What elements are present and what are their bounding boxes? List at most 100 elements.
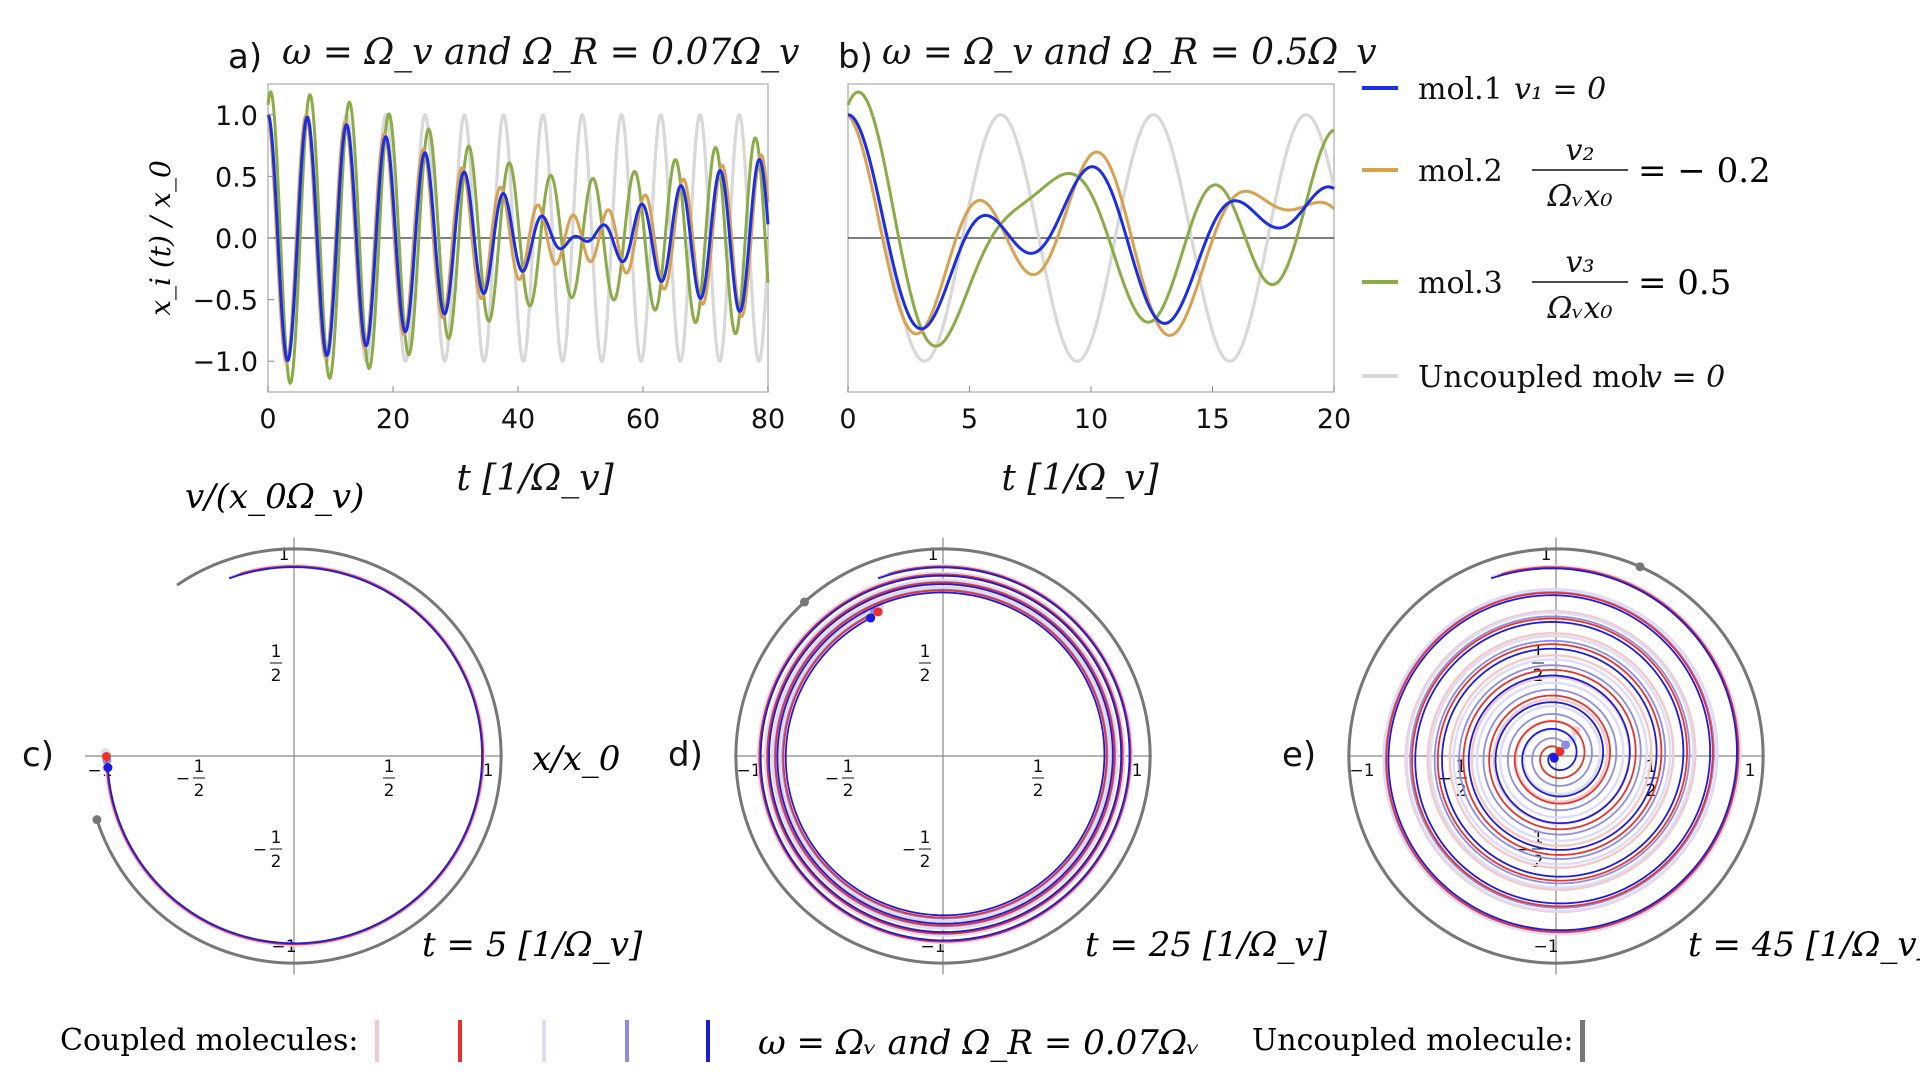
legend-frac-den-mol2: Ωᵥx₀: [1547, 179, 1613, 214]
legend-label-mol3: mol.3: [1418, 266, 1503, 301]
coupled-trajectory-blue_light: [104, 563, 486, 947]
panel-c-time-label: t = 5 [1/Ω_v]: [422, 925, 643, 965]
coupled-trajectory-blue_strong: [759, 566, 1131, 942]
polar-tick-xminushalf-num: 1: [194, 757, 205, 777]
panel-c: c) v/(x_0Ω_v) x/x_0 t = 5 [1/Ω_v] 1−11−1…: [22, 477, 643, 975]
y-tick-label: −1.0: [192, 347, 258, 378]
coupled-trajectory-red_strong: [105, 565, 484, 946]
coupled-trajectory-blue_mid: [105, 565, 484, 945]
polar-tick-xminushalf-den: 2: [1456, 781, 1467, 801]
polar-tick-x1: 1: [1132, 761, 1143, 781]
panel-b-xticks: 0 5 10 15 20: [839, 386, 1351, 435]
panel-b: b) ω = Ω_v and Ω_R = 0.5Ω_v 0 5 10 15 20 t […: [838, 32, 1377, 499]
polar-tick-xhalf-den: 2: [1033, 781, 1044, 801]
polar-tick-xminus1: −1: [736, 761, 761, 781]
uncoupled-trajectory-endpoint: [799, 597, 809, 607]
coupled-trajectory-blue_mid-endpoint: [1561, 740, 1571, 750]
legend-math-mol1: v₁ = 0: [1514, 72, 1606, 107]
series-line-mol2: [846, 113, 1336, 337]
panel-c-xaxis-label: x/x_0: [532, 739, 620, 779]
polar-tick-yminus1: −1: [271, 937, 296, 957]
coupled-trajectory-blue_strong-endpoint: [1549, 753, 1559, 763]
legend-label-uncoupled: Uncoupled mol.: [1418, 360, 1658, 395]
bottom-legend-uncoupled-label: Uncoupled molecule:: [1252, 1023, 1574, 1058]
polar-tick-yhalf-num: 1: [271, 642, 282, 662]
x-tick-label: 15: [1195, 404, 1229, 435]
legend-rhs-mol3: = 0.5: [1638, 263, 1731, 303]
polar-tick-yminushalf-num: 1: [920, 828, 931, 848]
coupled-trajectory-blue_strong: [1387, 567, 1738, 932]
bottom-legend-condition: ω = Ωᵥ and Ω_R = 0.07Ωᵥ: [758, 1023, 1200, 1063]
x-tick-label: 80: [751, 404, 785, 435]
x-tick-label: 20: [1317, 404, 1351, 435]
polar-tick-xminushalf-sign: −: [1438, 769, 1452, 789]
legend-label-mol1: mol.1: [1418, 72, 1503, 107]
polar-tick-yhalf-num: 1: [1533, 642, 1544, 662]
polar-tick-xminushalf-sign: −: [176, 769, 190, 789]
coupled-swatch-blue_light: [542, 1020, 546, 1062]
x-tick-label: 10: [1074, 404, 1108, 435]
bottom-legend-coupled-label: Coupled molecules:: [60, 1023, 358, 1058]
polar-tick-x1: 1: [1745, 761, 1756, 781]
polar-tick-y1: 1: [1541, 545, 1552, 565]
uncoupled-trajectory: [1347, 547, 1765, 965]
panel-b-title: ω = Ω_v and Ω_R = 0.5Ω_v: [882, 32, 1377, 73]
panel-d-label: d): [668, 735, 703, 775]
coupled-trajectory-blue_mid: [1384, 566, 1740, 934]
panel-c-yaxis-label: v/(x_0Ω_v): [185, 477, 364, 517]
y-tick-label: −0.5: [192, 286, 258, 317]
coupled-trajectory-red_strong: [1385, 566, 1740, 933]
polar-tick-yminushalf-sign: −: [902, 840, 916, 860]
y-tick-label: 0.0: [215, 224, 258, 255]
x-tick-label: 0: [839, 404, 856, 435]
polar-tick-yminushalf-den: 2: [271, 852, 282, 872]
bottom-legend-swatches: [375, 1020, 710, 1062]
x-tick-label: 20: [376, 404, 410, 435]
panel-a: a) ω = Ω_v and Ω_R = 0.07Ω_v 0 20 40 60 80 1…: [144, 32, 800, 499]
legend-frac-den-mol3: Ωᵥx₀: [1547, 291, 1613, 326]
polar-tick-xminus1: −1: [1349, 761, 1374, 781]
panel-a-yticks: 1.0 0.5 0.0 −0.5 −1.0: [192, 101, 274, 378]
panel-a-ylabel: x_i (t) / x_0: [144, 160, 177, 316]
x-tick-label: 60: [626, 404, 660, 435]
coupled-trajectory-blue_light: [1382, 564, 1742, 936]
panel-a-xticks: 0 20 40 60 80: [259, 386, 785, 435]
series-line-uncoupled: [847, 113, 1336, 363]
polar-tick-xhalf-den: 2: [1646, 781, 1657, 801]
legend-frac-num-mol3: v₃: [1566, 245, 1595, 280]
panel-e-label: e): [1282, 735, 1316, 775]
legend-math-uncoupled: v = 0: [1645, 360, 1725, 395]
x-tick-label: 0: [259, 404, 276, 435]
coupled-trajectory-red_strong-endpoint: [101, 751, 111, 761]
x-tick-label: 5: [961, 404, 978, 435]
coupled-trajectory-blue_strong: [107, 566, 483, 945]
bottom-legend-uncoupled-swatch: [1580, 1020, 1585, 1062]
uncoupled-trajectory-endpoint: [1635, 562, 1645, 572]
coupled-swatch-blue_mid: [625, 1020, 629, 1062]
panel-b-xlabel: t [1/Ω_v]: [1001, 458, 1159, 499]
x-tick-label: 40: [501, 404, 535, 435]
polar-tick-y1: 1: [928, 545, 939, 565]
legend-label-mol2: mol.2: [1418, 154, 1503, 189]
y-tick-label: 1.0: [215, 101, 258, 132]
uncoupled-trajectory-endpoint: [92, 815, 102, 825]
polar-tick-xminushalf-den: 2: [194, 781, 205, 801]
polar-tick-yhalf-num: 1: [920, 642, 931, 662]
series-line-mol1: [847, 113, 1335, 331]
polar-tick-yminushalf-num: 1: [271, 828, 282, 848]
coupled-swatch-red_light: [375, 1020, 379, 1062]
coupled-swatch-red_strong: [458, 1020, 462, 1062]
coupled-trajectory-blue_strong-endpoint: [103, 763, 113, 773]
panel-a-xlabel: t [1/Ω_v]: [456, 458, 614, 499]
panel-d-time-label: t = 25 [1/Ω_v]: [1085, 925, 1328, 965]
series-line-mol1: [267, 113, 770, 363]
legend-frac-num-mol2: v₂: [1566, 133, 1595, 168]
polar-tick-yminus1: −1: [1533, 937, 1558, 957]
panel-e-time-label: t = 45 [1/Ω_v]: [1688, 925, 1920, 965]
